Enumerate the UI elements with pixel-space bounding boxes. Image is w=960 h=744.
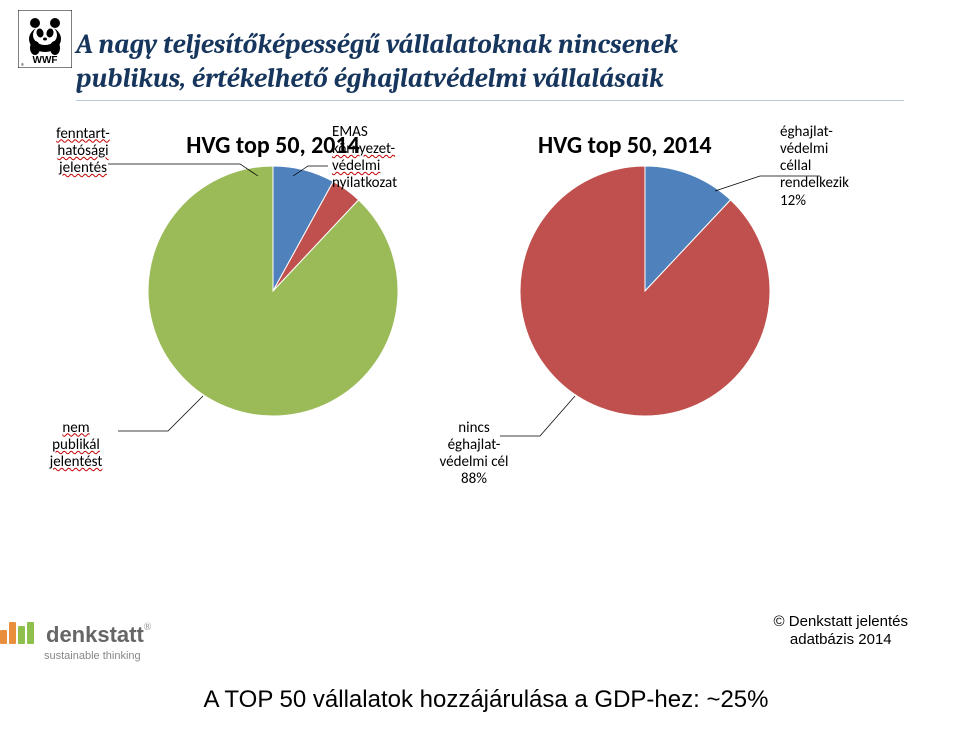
left-label-fenntart: fenntart- hatósági jelentés — [38, 126, 128, 178]
svg-text:®: ® — [21, 62, 24, 67]
slide-page: WWF ® A nagy teljesítőképességű vállalat… — [0, 0, 960, 744]
left-chart: HVG top 50, 2014 fenntart- hatósági jele… — [56, 131, 480, 416]
right-label-cellal: éghajlat- védelmi céllal rendelkezik 12% — [780, 124, 880, 210]
denkstatt-bars — [0, 622, 36, 649]
right-label-nincs: nincs éghajlat- védelmi cél 88% — [424, 420, 524, 489]
title-underline — [76, 100, 904, 101]
left-label-nem: nem publikál jelentést — [36, 420, 116, 472]
title-line-1: A nagy teljesítőképességű vállalatoknak … — [76, 28, 904, 62]
slide-title: A nagy teljesítőképességű vállalatoknak … — [76, 28, 904, 101]
source-credit: © Denkstatt jelentés adatbázis 2014 — [774, 613, 908, 649]
right-pie-box: éghajlat- védelmi céllal rendelkezik 12%… — [520, 166, 770, 416]
source-line-1: © Denkstatt jelentés — [774, 613, 908, 630]
title-line-2: publikus, értékelhető éghajlatvédelmi vá… — [76, 62, 904, 96]
wwf-logo: WWF ® — [18, 10, 72, 73]
denkstatt-logo: denkstatt® sustainable thinking — [0, 622, 151, 662]
left-label-emas: EMAS környezet- védelmi nyilatkozat — [332, 124, 432, 193]
right-chart: HVG top 50, 2014 éghajlat- védelmi célla… — [480, 131, 904, 416]
left-pie-svg — [148, 166, 398, 416]
left-pie-box: fenntart- hatósági jelentés EMAS környez… — [148, 166, 398, 416]
bottom-area: A TOP 50 vállalatok hozzájárulása a GDP-… — [68, 686, 904, 714]
denkstatt-tagline: sustainable thinking — [44, 650, 151, 662]
charts-row: HVG top 50, 2014 fenntart- hatósági jele… — [56, 131, 904, 416]
gdp-line: A TOP 50 vállalatok hozzájárulása a GDP-… — [68, 686, 904, 714]
right-pie-svg — [520, 166, 770, 416]
svg-text:WWF: WWF — [33, 55, 58, 66]
denkstatt-brand: denkstatt — [46, 622, 144, 648]
source-line-2: adatbázis 2014 — [790, 631, 892, 648]
